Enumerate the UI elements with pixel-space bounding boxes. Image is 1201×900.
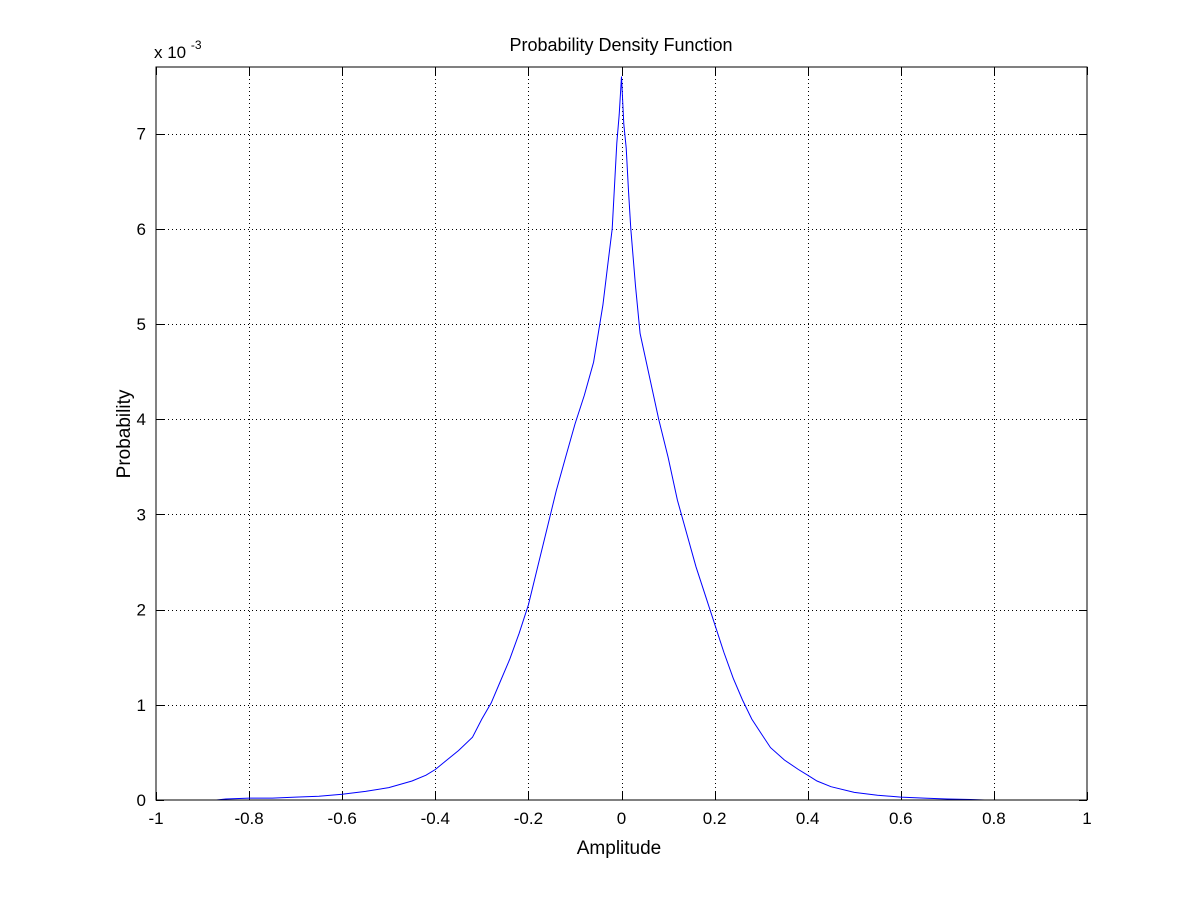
y-tick-label: 1 xyxy=(137,696,146,715)
pdf-series-line xyxy=(216,76,994,801)
x-tick-label: 0 xyxy=(617,809,626,828)
x-tick-label: 0.6 xyxy=(889,809,913,828)
x-tick-label: -0.6 xyxy=(328,809,357,828)
y-exponent-label: x 10 -3 xyxy=(154,38,202,62)
y-exponent-base: x 10 xyxy=(154,43,186,62)
y-tick-label: 6 xyxy=(137,220,146,239)
plot-frame xyxy=(155,66,1088,801)
x-tick-label: -0.4 xyxy=(421,809,450,828)
y-exponent-power: -3 xyxy=(191,38,202,52)
chart-title: Probability Density Function xyxy=(509,35,732,55)
y-tick-label: 3 xyxy=(137,505,146,524)
x-tick-label: 0.4 xyxy=(796,809,820,828)
x-tick-label: 1 xyxy=(1082,809,1091,828)
x-tick-label: 0.2 xyxy=(703,809,727,828)
x-tick-label: -1 xyxy=(148,809,163,828)
y-tick-label: 4 xyxy=(137,410,146,429)
plot-area xyxy=(155,66,1088,801)
x-tick-labels: -1 -0.8 -0.6 -0.4 -0.2 0 0.2 0.4 0.6 0.8 1 xyxy=(148,809,1091,828)
y-axis-label: Probability xyxy=(114,389,135,478)
y-tick-label: 0 xyxy=(137,791,146,810)
y-tick-labels: 0 1 2 3 4 5 6 7 xyxy=(137,125,146,810)
x-tick-label: -0.2 xyxy=(514,809,543,828)
y-tick-label: 7 xyxy=(137,125,146,144)
series-layer xyxy=(216,76,994,801)
y-tick-label: 2 xyxy=(137,601,146,620)
y-tick-label: 5 xyxy=(137,315,146,334)
x-tick-label: -0.8 xyxy=(234,809,263,828)
x-axis-label: Amplitude xyxy=(577,838,662,859)
x-tick-label: 0.8 xyxy=(982,809,1006,828)
